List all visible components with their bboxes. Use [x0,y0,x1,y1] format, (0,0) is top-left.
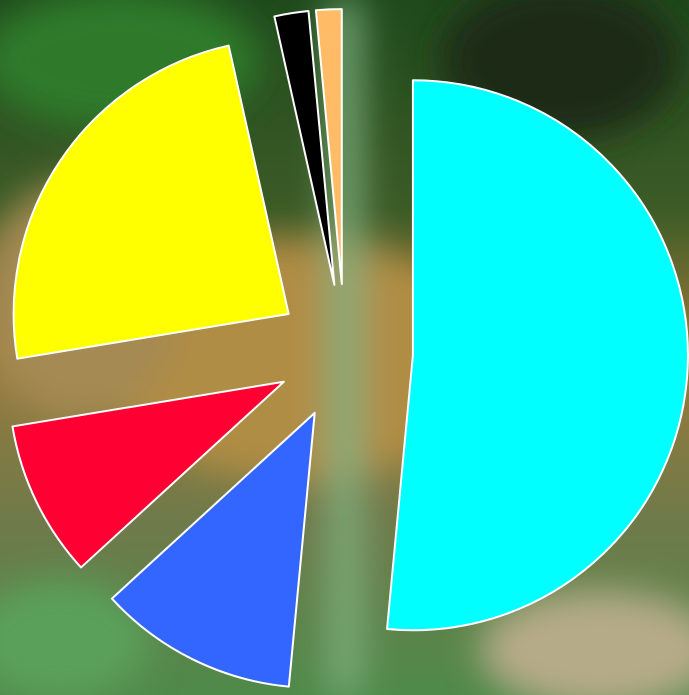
pie-slice [110,411,316,688]
pie-slice [314,8,343,286]
pie-slice [12,44,290,360]
pie [11,8,689,688]
pie-slice [11,380,285,569]
pie-slice [273,10,336,286]
pie-slice [386,79,689,632]
